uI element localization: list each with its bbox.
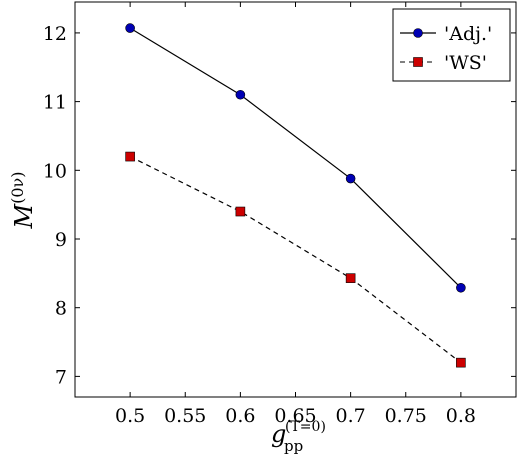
series-line-1 [129,156,462,364]
y-tick-label: 9 [55,229,67,251]
y-axis-label-sup: (0ν) [8,172,27,204]
x-axis-label: g pp (T=0) [271,419,326,455]
y-tick-label: 10 [43,160,67,182]
x-tick-label: 0.8 [446,405,476,427]
y-tick-label: 12 [43,23,67,45]
x-tick-label: 0.65 [274,405,316,427]
legend-label-ws: 'WS' [444,52,487,74]
legend: 'Adj.' 'WS' [392,8,511,82]
x-axis-label-main: g [271,420,286,448]
data-point [345,273,356,283]
x-tick-label: 0.6 [225,405,255,427]
data-point [235,206,246,217]
data-point [235,89,246,100]
data-point [456,282,466,293]
x-tick-label: 0.7 [336,405,366,427]
series [125,23,466,368]
legend-label-adj: 'Adj.' [444,23,492,45]
ticks: 0.5 0.55 0.6 0.65 0.7 0.75 0.8 7 8 9 10 11 12 [43,2,516,427]
legend-marker-ws [413,57,423,67]
y-tick-label: 8 [55,298,67,320]
y-axis-label: M(0ν) [8,172,38,230]
data-point [456,357,466,368]
series-line-0 [129,27,462,289]
x-tick-label: 0.5 [115,405,145,427]
x-tick-label: 0.75 [385,405,427,427]
x-axis-label-sub: pp [284,437,303,455]
data-point [345,173,356,184]
y-axis-label-main: M [10,202,38,229]
y-tick-label: 7 [55,366,67,388]
x-tick-label: 0.55 [164,405,206,427]
data-point [125,23,135,33]
x-axis-label-sup: (T=0) [285,419,326,435]
legend-marker-adj [413,28,423,38]
y-tick-label: 11 [43,92,67,114]
legend-box [392,8,511,82]
data-point [125,151,135,162]
